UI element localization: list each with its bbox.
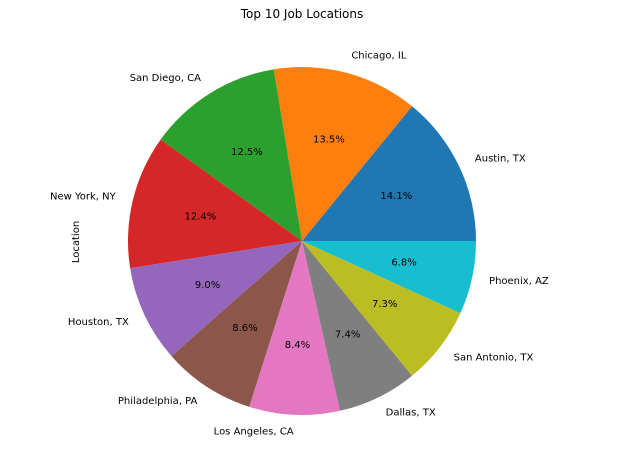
pie-slice-austin-tx [302,106,476,242]
pie-category-label: San Antonio, TX [454,352,534,363]
pie-category-label: Dallas, TX [386,408,436,419]
pie-labels: 14.1% Austin, TX 13.5% Chicago, IL 12.5% San … [50,51,549,438]
pie-slice-phoenix-az [302,241,476,314]
pie-slice-los-angeles-ca [249,241,340,416]
pie-percent-label: 9.0% [195,280,220,291]
y-axis-label: Location [71,221,82,263]
pie-category-label: Philadelphia, PA [118,396,198,407]
pie-percent-label: 8.4% [285,340,310,351]
pie-percent-label: 7.3% [372,299,397,310]
pie-percent-label: 12.5% [231,147,263,158]
pie-category-label: Los Angeles, CA [214,427,294,438]
pie-slices [127,67,476,416]
pie-category-label: Phoenix, AZ [489,276,549,287]
pie-percent-label: 14.1% [380,191,412,202]
pie-category-label: Austin, TX [475,153,526,164]
pie-percent-label: 6.8% [391,258,416,269]
pie-percent-label: 8.6% [232,323,257,334]
pie-slice-san-diego-ca [160,69,302,241]
pie-percent-label: 12.4% [185,211,217,222]
pie-slice-san-antonio-tx [302,241,461,376]
pie-category-label: Chicago, IL [351,51,406,62]
pie-slice-chicago-il [273,67,413,241]
pie-category-label: Houston, TX [68,317,129,328]
pie-slice-philadelphia-pa [171,241,302,407]
pie-percent-label: 7.4% [335,329,360,340]
pie-percent-label: 13.5% [313,135,345,146]
pie-slice-houston-tx [130,241,302,357]
pie-slice-new-york-ny [127,139,302,269]
chart-title: Top 10 Job Locations [240,7,363,21]
pie-slice-dallas-tx [302,241,413,411]
pie-category-label: New York, NY [50,191,117,202]
pie-category-label: San Diego, CA [130,73,201,84]
